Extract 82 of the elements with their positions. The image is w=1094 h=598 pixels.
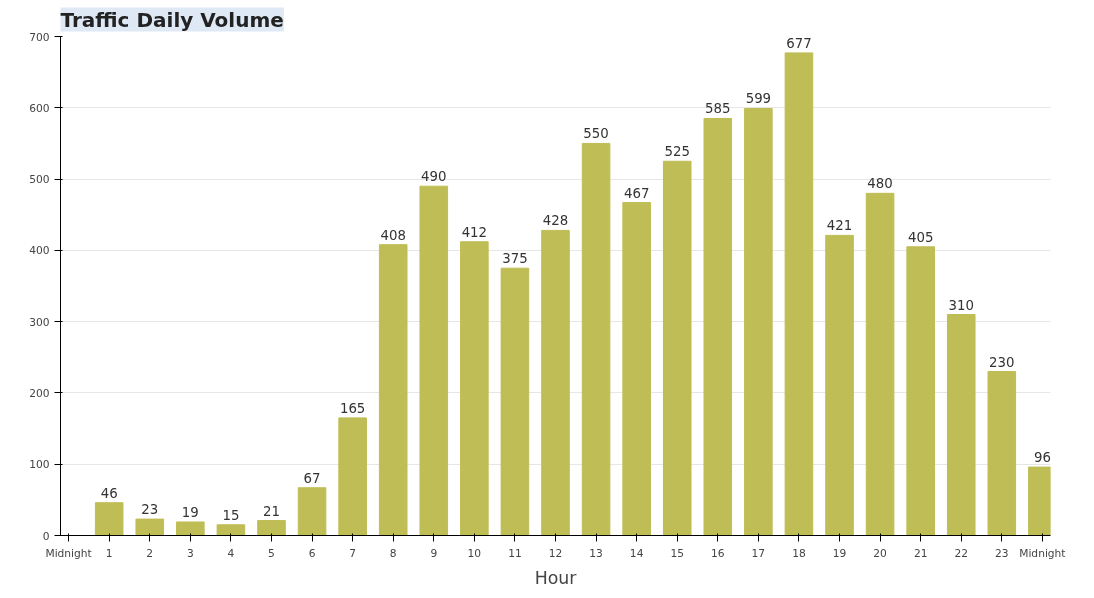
data-label: 490 xyxy=(421,169,447,185)
bar xyxy=(419,185,449,536)
bar xyxy=(703,117,733,536)
data-label: 67 xyxy=(303,470,321,486)
x-tick-label: Midnight xyxy=(45,546,92,560)
bar xyxy=(338,417,367,536)
bar xyxy=(865,192,895,536)
bar xyxy=(541,229,570,536)
x-tick-label: 7 xyxy=(349,546,357,560)
y-tick-label: 500 xyxy=(29,173,50,187)
x-tick-label: 16 xyxy=(711,546,725,560)
data-label: 310 xyxy=(948,297,974,313)
bar xyxy=(378,244,408,536)
bar xyxy=(297,487,327,536)
x-tick-label: 5 xyxy=(268,546,275,560)
x-tick-label: 12 xyxy=(548,546,563,560)
data-label: 46 xyxy=(100,485,118,501)
y-tick-label: 700 xyxy=(29,30,50,44)
bar xyxy=(135,518,165,536)
data-label: 405 xyxy=(907,229,934,245)
y-tick-label: 400 xyxy=(29,244,50,258)
data-label: 599 xyxy=(745,91,772,107)
x-tick-label: 23 xyxy=(995,546,1009,560)
data-label: 375 xyxy=(502,251,528,267)
data-label: 19 xyxy=(181,504,199,520)
x-tick-label: Midnight xyxy=(1019,546,1066,560)
x-tick-label: 1 xyxy=(105,546,113,560)
data-label: 165 xyxy=(339,400,366,416)
data-label: 525 xyxy=(664,144,690,160)
bar xyxy=(257,520,286,536)
x-tick-label: 8 xyxy=(389,546,397,560)
data-label: 21 xyxy=(263,503,280,519)
x-tick-label: 4 xyxy=(227,546,235,560)
x-tick-label: 3 xyxy=(186,546,194,560)
bar xyxy=(946,314,976,536)
y-tick-label: 300 xyxy=(29,315,50,329)
bar xyxy=(622,202,651,536)
data-label: 23 xyxy=(141,502,159,518)
data-label: 408 xyxy=(380,227,406,243)
x-tick-label: 18 xyxy=(792,546,806,560)
data-label: 677 xyxy=(786,35,812,51)
x-tick-label: 11 xyxy=(508,546,522,560)
bar xyxy=(460,241,489,536)
bar xyxy=(825,234,854,536)
data-label: 480 xyxy=(867,176,893,192)
bar xyxy=(176,521,205,536)
y-tick-label: 100 xyxy=(29,458,50,472)
bar xyxy=(94,502,124,536)
x-tick-label: 14 xyxy=(629,546,644,560)
data-label: 585 xyxy=(705,101,731,117)
y-tick-label: 600 xyxy=(29,101,50,115)
x-tick-label: 9 xyxy=(430,546,438,560)
bar xyxy=(500,267,530,536)
x-tick-label: 13 xyxy=(589,546,603,560)
data-label: 230 xyxy=(989,354,1015,370)
chart-title: Traffic Daily Volume xyxy=(60,7,284,32)
y-tick-label: 0 xyxy=(42,529,50,543)
bar xyxy=(784,52,814,536)
bar xyxy=(662,160,692,536)
y-tick-label: 200 xyxy=(29,386,50,400)
x-tick-label: 21 xyxy=(913,546,928,560)
data-label: 428 xyxy=(542,213,569,229)
data-label: 15 xyxy=(222,507,240,523)
x-tick-label: 22 xyxy=(954,546,969,560)
bar xyxy=(906,246,935,536)
bar xyxy=(581,142,611,536)
x-tick-label: 2 xyxy=(146,546,154,560)
x-tick-label: 15 xyxy=(670,546,684,560)
data-label: 96 xyxy=(1033,450,1051,466)
x-tick-label: 17 xyxy=(751,546,766,560)
x-tick-label: 19 xyxy=(832,546,847,560)
data-label: 550 xyxy=(583,126,609,142)
data-label: 421 xyxy=(826,218,853,234)
x-axis-title: Hour xyxy=(534,567,578,588)
data-label: 467 xyxy=(623,185,650,201)
bar xyxy=(987,371,1017,536)
bar xyxy=(744,108,773,536)
x-tick-label: 20 xyxy=(873,546,888,560)
bar xyxy=(216,524,246,536)
data-label: 412 xyxy=(461,224,488,240)
x-tick-label: 6 xyxy=(308,546,316,560)
x-tick-label: 10 xyxy=(467,546,482,560)
